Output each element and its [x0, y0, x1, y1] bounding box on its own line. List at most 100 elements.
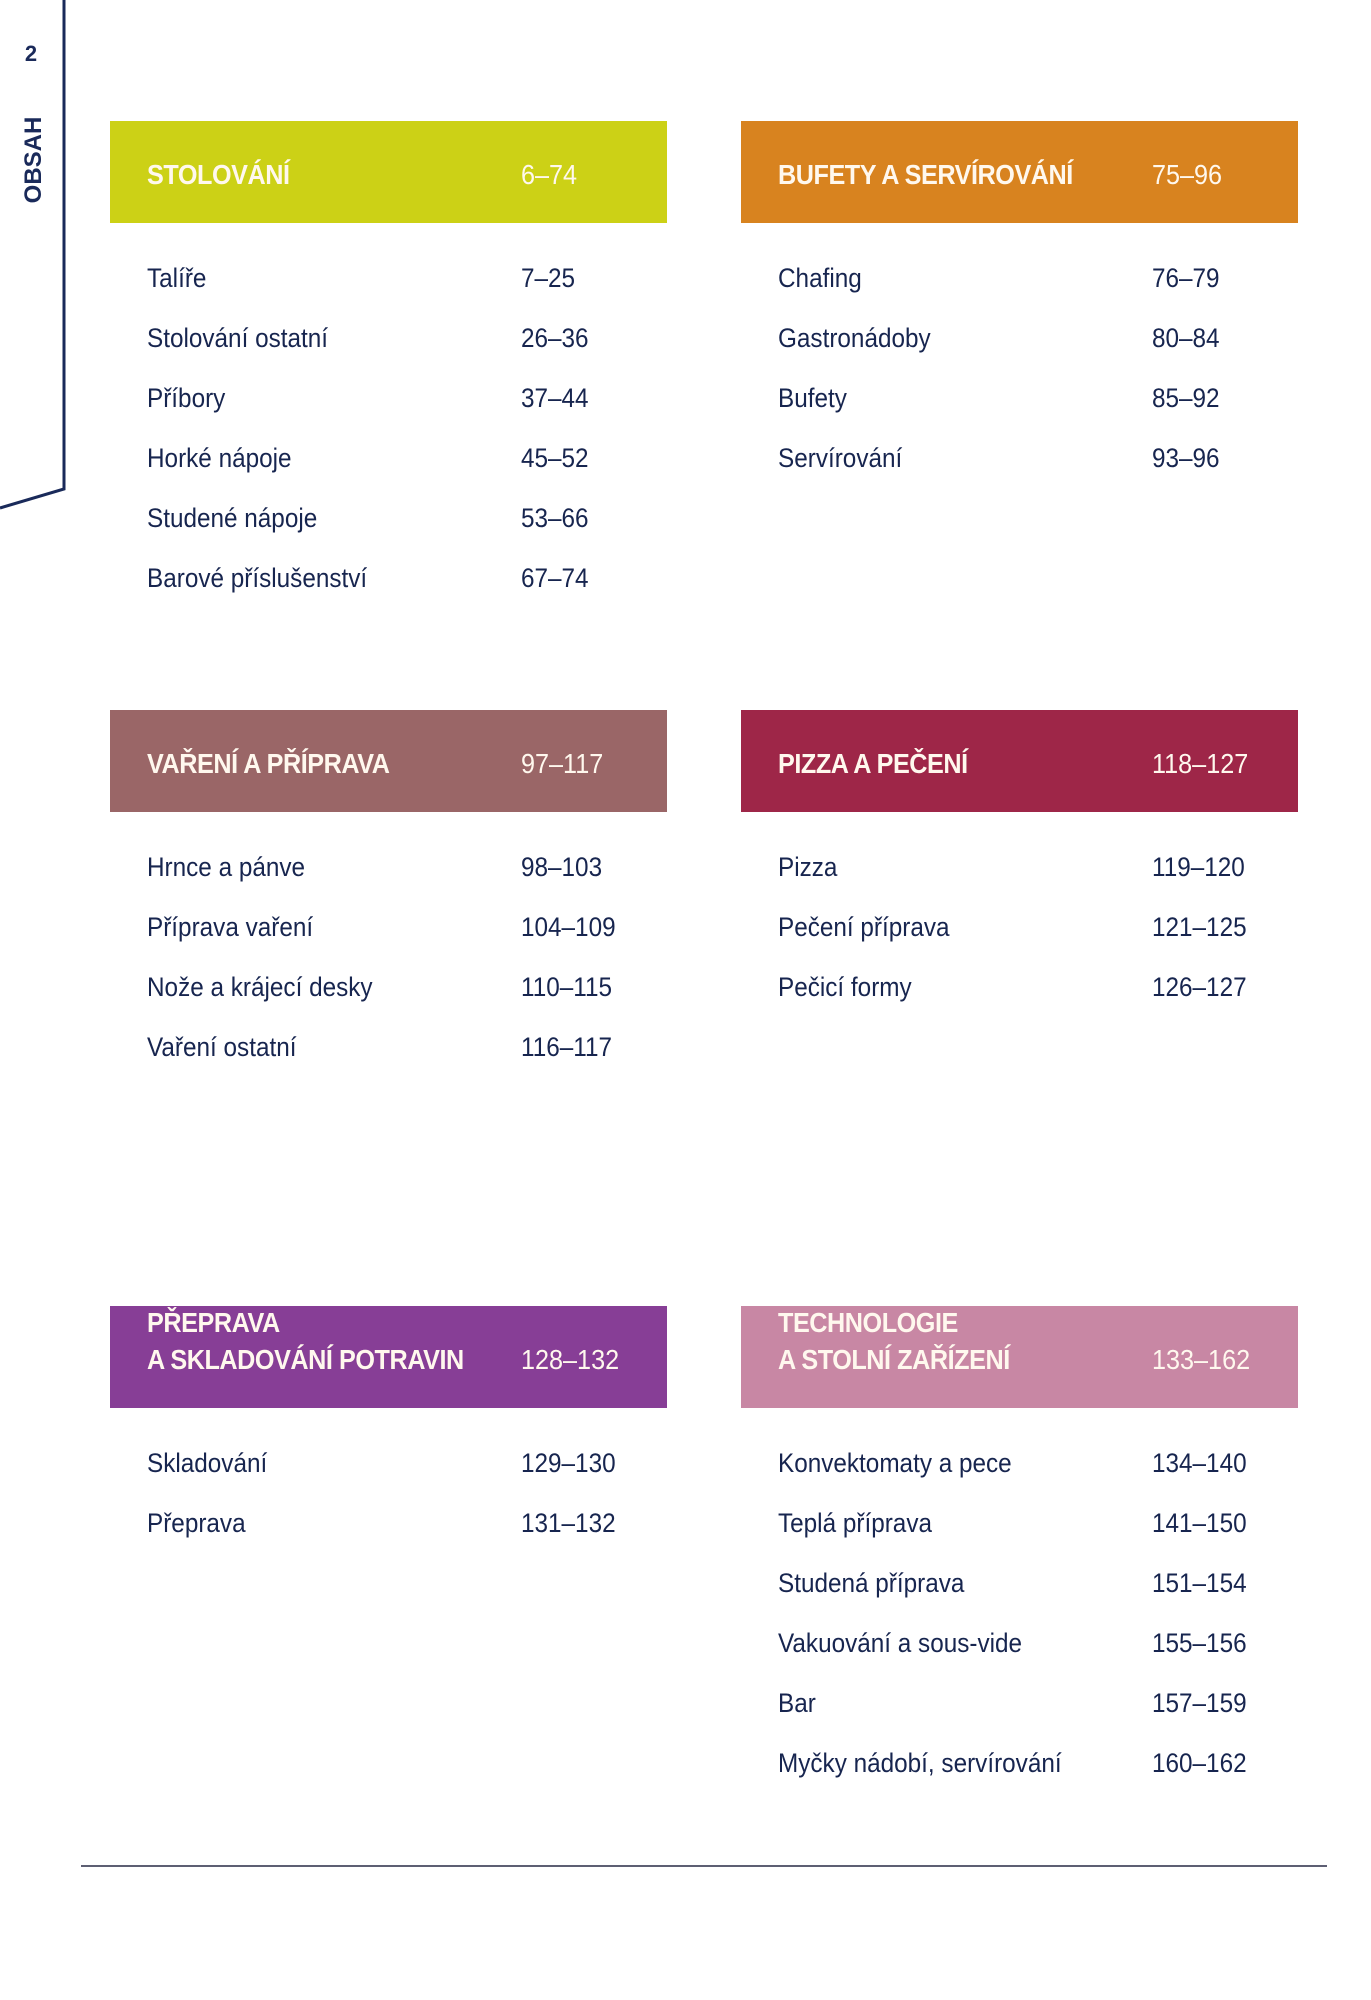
section-pages: 133–162 [1152, 1344, 1251, 1375]
toc-item[interactable]: Bufety 85–92 [741, 373, 1298, 433]
toc-item[interactable]: Vaření ostatní 116–117 [110, 1022, 667, 1082]
toc-item-label: Pečicí formy [778, 972, 912, 1002]
section-technologie: TECHNOLOGIE A STOLNÍ ZAŘÍZENÍ 133–162 Ko… [741, 1306, 1298, 1798]
toc-item-label: Talíře [147, 263, 207, 293]
section-items: Hrnce a pánve 98–103 Příprava vaření 104–1… [110, 842, 667, 1082]
toc-item[interactable]: Skladování 129–130 [110, 1438, 667, 1498]
toc-item[interactable]: Nože a krájecí desky 110–115 [110, 962, 667, 1022]
toc-item[interactable]: Studené nápoje 53–66 [110, 493, 667, 553]
toc-item-label: Přeprava [147, 1508, 246, 1538]
toc-item-label: Teplá příprava [778, 1508, 932, 1538]
section-title-line: STOLOVÁNÍ [147, 159, 290, 190]
toc-item-pages: 134–140 [1152, 1448, 1247, 1478]
toc-item[interactable]: Studená příprava 151–154 [741, 1558, 1298, 1618]
toc-item[interactable]: Příbory 37–44 [110, 373, 667, 433]
footer-divider [81, 1865, 1327, 1867]
section-title-line: BUFETY A SERVÍROVÁNÍ [778, 159, 1073, 190]
toc-item-pages: 7–25 [521, 263, 576, 293]
toc-item-pages: 98–103 [521, 852, 603, 882]
section-title: BUFETY A SERVÍROVÁNÍ [778, 156, 1073, 193]
toc-item-label: Studené nápoje [147, 503, 318, 533]
toc-item[interactable]: Stolování ostatní 26–36 [110, 313, 667, 373]
toc-item[interactable]: Příprava vaření 104–109 [110, 902, 667, 962]
toc-item-pages: 131–132 [521, 1508, 616, 1538]
toc-item[interactable]: Hrnce a pánve 98–103 [110, 842, 667, 902]
section-pages: 128–132 [521, 1344, 620, 1375]
toc-item-label: Horké nápoje [147, 443, 292, 473]
section-items: Talíře 7–25 Stolování ostatní 26–36 Příbor… [110, 253, 667, 613]
section-title: PŘEPRAVA A SKLADOVÁNÍ POTRAVIN [147, 1304, 464, 1378]
side-frame-line [0, 0, 66, 510]
toc-item-label: Barové příslušenství [147, 563, 368, 593]
toc-item[interactable]: Barové příslušenství 67–74 [110, 553, 667, 613]
section-header[interactable]: STOLOVÁNÍ 6–74 [110, 121, 667, 223]
toc-item-label: Pizza [778, 852, 838, 882]
section-preprava: PŘEPRAVA A SKLADOVÁNÍ POTRAVIN 128–132 S… [110, 1306, 667, 1558]
section-title: PIZZA A PEČENÍ [778, 745, 968, 782]
toc-item-label: Vaření ostatní [147, 1032, 297, 1062]
toc-item[interactable]: Pečicí formy 126–127 [741, 962, 1298, 1022]
toc-item-pages: 76–79 [1152, 263, 1220, 293]
section-header[interactable]: PIZZA A PEČENÍ 118–127 [741, 710, 1298, 812]
section-header[interactable]: VAŘENÍ A PŘÍPRAVA 97–117 [110, 710, 667, 812]
section-header[interactable]: TECHNOLOGIE A STOLNÍ ZAŘÍZENÍ 133–162 [741, 1306, 1298, 1408]
section-title-line: A STOLNÍ ZAŘÍZENÍ [778, 1344, 1010, 1375]
toc-item-pages: 37–44 [521, 383, 589, 413]
toc-item-label: Pečení příprava [778, 912, 950, 942]
toc-item[interactable]: Pizza 119–120 [741, 842, 1298, 902]
toc-item-pages: 121–125 [1152, 912, 1247, 942]
toc-item-pages: 26–36 [521, 323, 589, 353]
toc-item-label: Gastronádoby [778, 323, 931, 353]
toc-item[interactable]: Chafing 76–79 [741, 253, 1298, 313]
section-pages: 6–74 [521, 159, 578, 190]
toc-item[interactable]: Talíře 7–25 [110, 253, 667, 313]
toc-item[interactable]: Servírování 93–96 [741, 433, 1298, 493]
toc-item-pages: 160–162 [1152, 1748, 1247, 1778]
toc-item[interactable]: Bar 157–159 [741, 1678, 1298, 1738]
section-title: TECHNOLOGIE A STOLNÍ ZAŘÍZENÍ [778, 1304, 1010, 1378]
toc-item-pages: 80–84 [1152, 323, 1220, 353]
section-vareni: VAŘENÍ A PŘÍPRAVA 97–117 Hrnce a pánve 98… [110, 710, 667, 1082]
toc-item[interactable]: Přeprava 131–132 [110, 1498, 667, 1558]
section-title-line: A SKLADOVÁNÍ POTRAVIN [147, 1344, 464, 1375]
toc-item-label: Bufety [778, 383, 847, 413]
section-header[interactable]: BUFETY A SERVÍROVÁNÍ 75–96 [741, 121, 1298, 223]
section-header[interactable]: PŘEPRAVA A SKLADOVÁNÍ POTRAVIN 128–132 [110, 1306, 667, 1408]
section-items: Konvektomaty a pece 134–140 Teplá příprav… [741, 1438, 1298, 1798]
toc-item-pages: 151–154 [1152, 1568, 1247, 1598]
section-bufety: BUFETY A SERVÍROVÁNÍ 75–96 Chafing 76–79 … [741, 121, 1298, 493]
toc-item[interactable]: Horké nápoje 45–52 [110, 433, 667, 493]
section-items: Chafing 76–79 Gastronádoby 80–84 Bufety 85–… [741, 253, 1298, 493]
toc-item-pages: 67–74 [521, 563, 589, 593]
toc-item-label: Servírování [778, 443, 903, 473]
section-title-line: TECHNOLOGIE [778, 1307, 958, 1338]
section-title-line: VAŘENÍ A PŘÍPRAVA [147, 748, 390, 779]
toc-item-pages: 141–150 [1152, 1508, 1247, 1538]
section-items: Skladování 129–130 Přeprava 131–132 [110, 1438, 667, 1558]
section-items: Pizza 119–120 Pečení příprava 121–125 Peči… [741, 842, 1298, 1022]
toc-item[interactable]: Pečení příprava 121–125 [741, 902, 1298, 962]
section-title-line: PIZZA A PEČENÍ [778, 748, 968, 779]
toc-item-pages: 157–159 [1152, 1688, 1247, 1718]
toc-item-label: Bar [778, 1688, 816, 1718]
toc-item-pages: 53–66 [521, 503, 589, 533]
toc-item-label: Skladování [147, 1448, 268, 1478]
toc-item[interactable]: Myčky nádobí, servírování 160–162 [741, 1738, 1298, 1798]
toc-item[interactable]: Teplá příprava 141–150 [741, 1498, 1298, 1558]
side-label-contents: OBSAH [20, 116, 47, 204]
toc-item-pages: 155–156 [1152, 1628, 1247, 1658]
toc-item-pages: 110–115 [521, 972, 612, 1002]
toc-item[interactable]: Konvektomaty a pece 134–140 [741, 1438, 1298, 1498]
toc-item[interactable]: Vakuování a sous-vide 155–156 [741, 1618, 1298, 1678]
toc-item[interactable]: Gastronádoby 80–84 [741, 313, 1298, 373]
section-title: STOLOVÁNÍ [147, 156, 290, 193]
toc-item-pages: 104–109 [521, 912, 616, 942]
section-stolovani: STOLOVÁNÍ 6–74 Talíře 7–25 Stolování osta… [110, 121, 667, 613]
toc-item-label: Vakuování a sous-vide [778, 1628, 1023, 1658]
toc-item-label: Konvektomaty a pece [778, 1448, 1012, 1478]
section-pages: 97–117 [521, 748, 604, 779]
section-pizza: PIZZA A PEČENÍ 118–127 Pizza 119–120 Peče… [741, 710, 1298, 1022]
section-pages: 75–96 [1152, 159, 1223, 190]
section-title-line: PŘEPRAVA [147, 1307, 280, 1338]
toc-item-pages: 116–117 [521, 1032, 612, 1062]
